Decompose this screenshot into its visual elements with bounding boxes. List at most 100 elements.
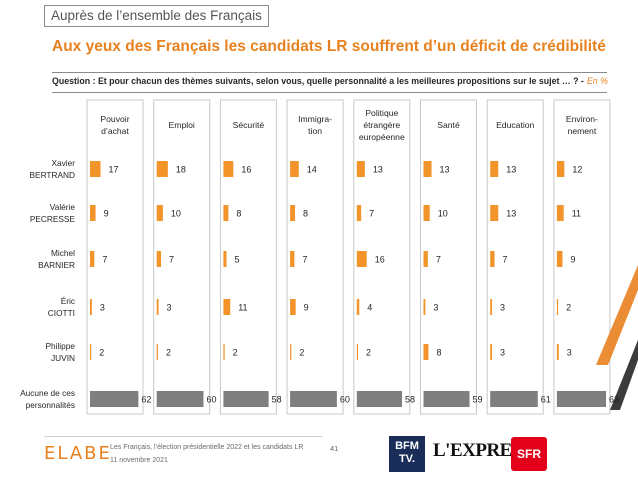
bar — [290, 161, 299, 177]
data-label: 10 — [171, 209, 181, 219]
bar — [490, 251, 495, 267]
data-label: 2 — [566, 303, 571, 313]
row-label: BARNIER — [38, 260, 75, 270]
row-label: Éric — [61, 296, 75, 306]
data-label: 7 — [102, 255, 107, 265]
bar — [490, 161, 499, 177]
data-label: 13 — [506, 165, 516, 175]
bar — [90, 299, 92, 315]
bar — [356, 161, 365, 177]
bar — [223, 161, 234, 177]
theme-column — [86, 99, 144, 415]
bar — [290, 344, 292, 360]
bar — [556, 299, 559, 315]
data-label: 2 — [366, 348, 371, 358]
data-label: 9 — [104, 209, 109, 219]
data-label: 18 — [176, 165, 186, 175]
bar — [490, 299, 493, 315]
row-label: BERTRAND — [30, 170, 76, 180]
data-label: 58 — [272, 395, 282, 405]
sfr-logo: SFR — [511, 437, 547, 471]
row-label: CIOTTI — [48, 308, 75, 318]
theme-header: Politique — [365, 108, 398, 118]
theme-header: tion — [308, 126, 322, 136]
bar — [423, 344, 429, 360]
data-label: 5 — [235, 255, 240, 265]
bar — [356, 205, 362, 221]
data-label: 8 — [436, 348, 441, 358]
bar — [423, 161, 432, 177]
bar — [356, 344, 359, 360]
row-label: Philippe — [45, 341, 75, 351]
bar — [223, 344, 225, 360]
bar — [290, 299, 296, 315]
data-label: 60 — [340, 395, 350, 405]
bar — [556, 205, 564, 221]
question-rule — [52, 92, 607, 93]
data-label: 13 — [373, 165, 383, 175]
bar — [156, 161, 168, 177]
bar — [223, 299, 231, 315]
bar — [90, 251, 95, 267]
bar — [156, 299, 159, 315]
bar — [90, 161, 101, 177]
data-label: 3 — [500, 348, 505, 358]
data-label: 59 — [473, 395, 483, 405]
bar — [90, 391, 139, 407]
data-label: 2 — [99, 348, 104, 358]
bar — [156, 205, 163, 221]
corner-accent-shape — [596, 265, 638, 365]
data-label: 7 — [369, 209, 374, 219]
bfmtv-logo: BFM TV. — [389, 436, 425, 472]
data-label: 8 — [236, 209, 241, 219]
theme-column — [486, 99, 544, 415]
page-number: 41 — [330, 444, 339, 453]
theme-header: nement — [568, 126, 597, 136]
theme-header: Pouvoir — [100, 114, 129, 124]
theme-header: Environ- — [566, 114, 598, 124]
row-label: PECRESSE — [30, 214, 76, 224]
bar — [156, 344, 158, 360]
theme-header: Emploi — [169, 120, 195, 130]
data-label: 14 — [307, 165, 317, 175]
theme-header: Education — [496, 120, 534, 130]
bar — [223, 391, 269, 407]
bar — [290, 251, 295, 267]
data-label: 3 — [433, 303, 438, 313]
row-label: Michel — [51, 248, 75, 258]
footer-source: Les Français, l’élection présidentielle … — [110, 444, 304, 451]
data-label: 17 — [109, 165, 119, 175]
data-label: 58 — [405, 395, 415, 405]
data-label: 63 — [609, 395, 619, 405]
bar — [90, 344, 92, 360]
data-label: 62 — [141, 395, 151, 405]
data-label: 13 — [440, 165, 450, 175]
theme-column — [153, 99, 211, 415]
row-label: Xavier — [51, 158, 75, 168]
data-label: 9 — [304, 303, 309, 313]
data-label: 2 — [299, 348, 304, 358]
row-label: JUVIN — [51, 353, 75, 363]
lexpress-logo: L'EXPRESS — [433, 440, 532, 461]
data-label: 7 — [503, 255, 508, 265]
bar — [556, 251, 563, 267]
theme-column — [353, 99, 411, 415]
bar — [423, 299, 426, 315]
bar — [556, 161, 565, 177]
data-label: 11 — [572, 209, 581, 219]
data-label: 7 — [302, 255, 307, 265]
bar — [356, 391, 403, 407]
bar — [356, 299, 360, 315]
section-label: Auprès de l’ensemble des Français — [44, 5, 269, 27]
theme-column — [286, 99, 344, 415]
bar — [423, 205, 430, 221]
bar — [90, 205, 96, 221]
bar — [556, 391, 607, 407]
data-label: 8 — [303, 209, 308, 219]
data-label: 16 — [375, 255, 385, 265]
data-label: 3 — [500, 303, 505, 313]
data-label: 60 — [207, 395, 217, 405]
row-label: Valérie — [50, 202, 76, 212]
footer-rule — [44, 436, 322, 437]
